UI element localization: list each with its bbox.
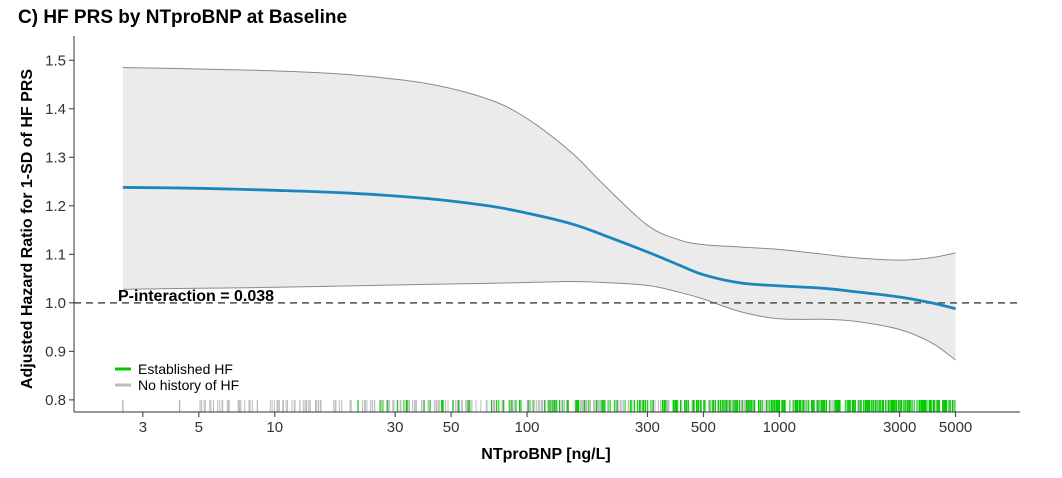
- x-tick-label: 30: [387, 419, 404, 436]
- y-tick-label: 1.0: [45, 295, 66, 312]
- y-tick-label: 1.3: [45, 149, 66, 166]
- x-tick-label: 1000: [763, 419, 796, 436]
- chart-title: C) HF PRS by NTproBNP at Baseline: [18, 7, 347, 28]
- x-tick-label: 10: [266, 419, 283, 436]
- y-tick-label: 1.2: [45, 198, 66, 215]
- y-tick-label: 1.1: [45, 246, 66, 263]
- legend: Established HF No history of HF: [115, 361, 239, 393]
- legend-label-no-history-hf: No history of HF: [138, 377, 239, 393]
- confidence-band-lower: [122, 280, 956, 361]
- x-tick-label: 5: [195, 419, 203, 436]
- legend-label-established-hf: Established HF: [138, 361, 233, 377]
- x-tick-label: 5000: [939, 419, 972, 436]
- plot-area: [74, 67, 1020, 412]
- x-tick-label: 100: [515, 419, 540, 436]
- y-tick-label: 0.8: [45, 392, 66, 409]
- y-tick-label: 1.4: [45, 101, 66, 118]
- x-tick-label: 50: [443, 419, 460, 436]
- y-axis-title: Adjusted Hazard Ratio for 1-SD of HF PRS: [19, 69, 36, 389]
- confidence-band-upper: [122, 67, 956, 261]
- rug-marks: [122, 400, 956, 412]
- y-tick-label: 0.9: [45, 343, 66, 360]
- x-tick-label: 3000: [883, 419, 916, 436]
- axes: 0.8 0.9 1.0 1.1 1.2 1.3 1.4 1.5 3 5 10 30 50 100 300 50…: [45, 36, 1020, 436]
- confidence-band: [122, 67, 956, 361]
- series-line-estimate: [122, 186, 956, 311]
- x-tick-label: 300: [635, 419, 660, 436]
- x-tick-label: 500: [691, 419, 716, 436]
- x-axis-title: NTproBNP [ng/L]: [481, 446, 610, 463]
- y-tick-label: 1.5: [45, 52, 66, 69]
- p-interaction-annotation: P-interaction = 0.038: [118, 288, 274, 305]
- x-tick-label: 3: [139, 419, 147, 436]
